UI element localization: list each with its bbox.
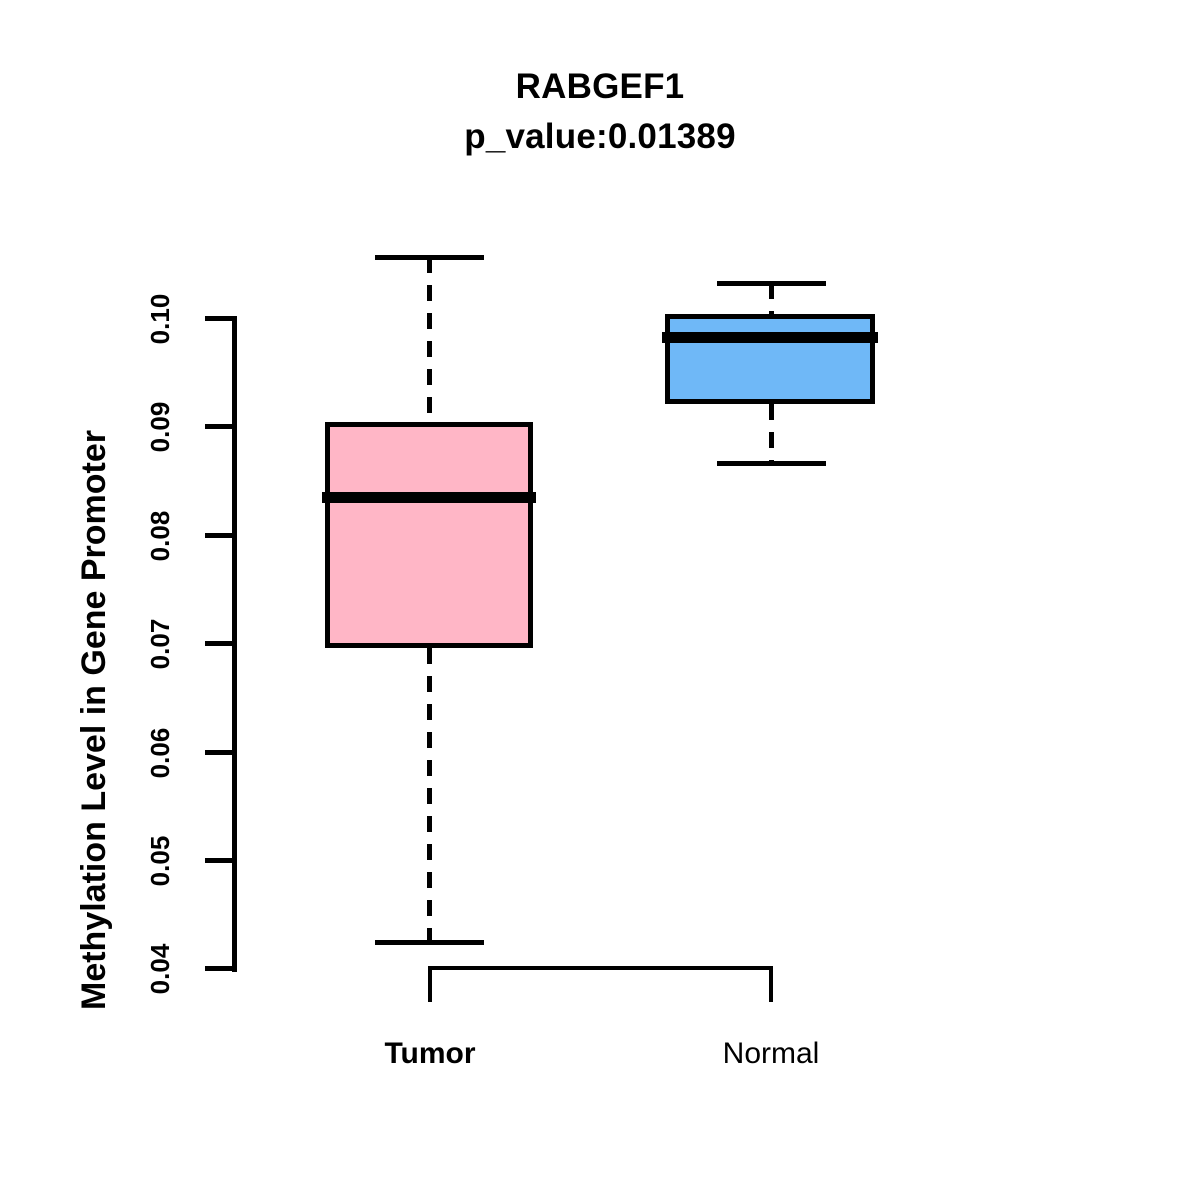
y-tick-mark-0.08 xyxy=(205,533,237,538)
normal-lower-whisker-cap xyxy=(717,461,826,466)
chart-title: RABGEF1 xyxy=(515,67,685,106)
tumor-upper-whisker-cap xyxy=(375,255,484,260)
y-tick-mark-0.05 xyxy=(205,858,237,863)
y-tick-mark-0.06 xyxy=(205,750,237,755)
y-tick-mark-0.09 xyxy=(205,424,237,429)
y-axis-title: Methylation Level in Gene Promoter xyxy=(75,429,113,1010)
normal-upper-whisker-cap xyxy=(717,281,826,286)
normal-upper-whisker-stem xyxy=(769,283,774,315)
tumor-median-line xyxy=(322,492,536,503)
y-tick-mark-0.07 xyxy=(205,641,237,646)
tumor-lower-whisker-stem xyxy=(427,648,432,942)
normal-median-line xyxy=(662,332,878,343)
y-tick-label-5: 0.09 xyxy=(145,401,175,453)
x-axis-line xyxy=(428,966,773,970)
y-tick-label-0: 0.04 xyxy=(145,943,175,995)
x-tick-label-normal: Normal xyxy=(722,1037,820,1070)
y-tick-label-2: 0.06 xyxy=(145,727,175,779)
y-tick-label-6: 0.10 xyxy=(145,293,175,345)
y-tick-label-4: 0.08 xyxy=(145,510,175,562)
x-tick-label-tumor: Tumor xyxy=(384,1037,476,1070)
y-tick-label-3: 0.07 xyxy=(145,618,175,670)
tumor-lower-whisker-cap xyxy=(375,940,484,945)
normal-lower-whisker-stem xyxy=(769,404,774,463)
normal-box xyxy=(665,314,875,404)
tumor-box xyxy=(325,422,533,648)
y-tick-mark-0.04 xyxy=(205,966,237,971)
y-tick-mark-0.10 xyxy=(205,316,237,321)
tumor-upper-whisker-stem xyxy=(427,257,432,424)
x-tick-mark-normal xyxy=(769,966,773,1002)
y-tick-label-1: 0.05 xyxy=(145,835,175,887)
x-tick-mark-tumor xyxy=(428,966,432,1002)
chart-subtitle-pvalue: p_value:0.01389 xyxy=(464,117,736,156)
